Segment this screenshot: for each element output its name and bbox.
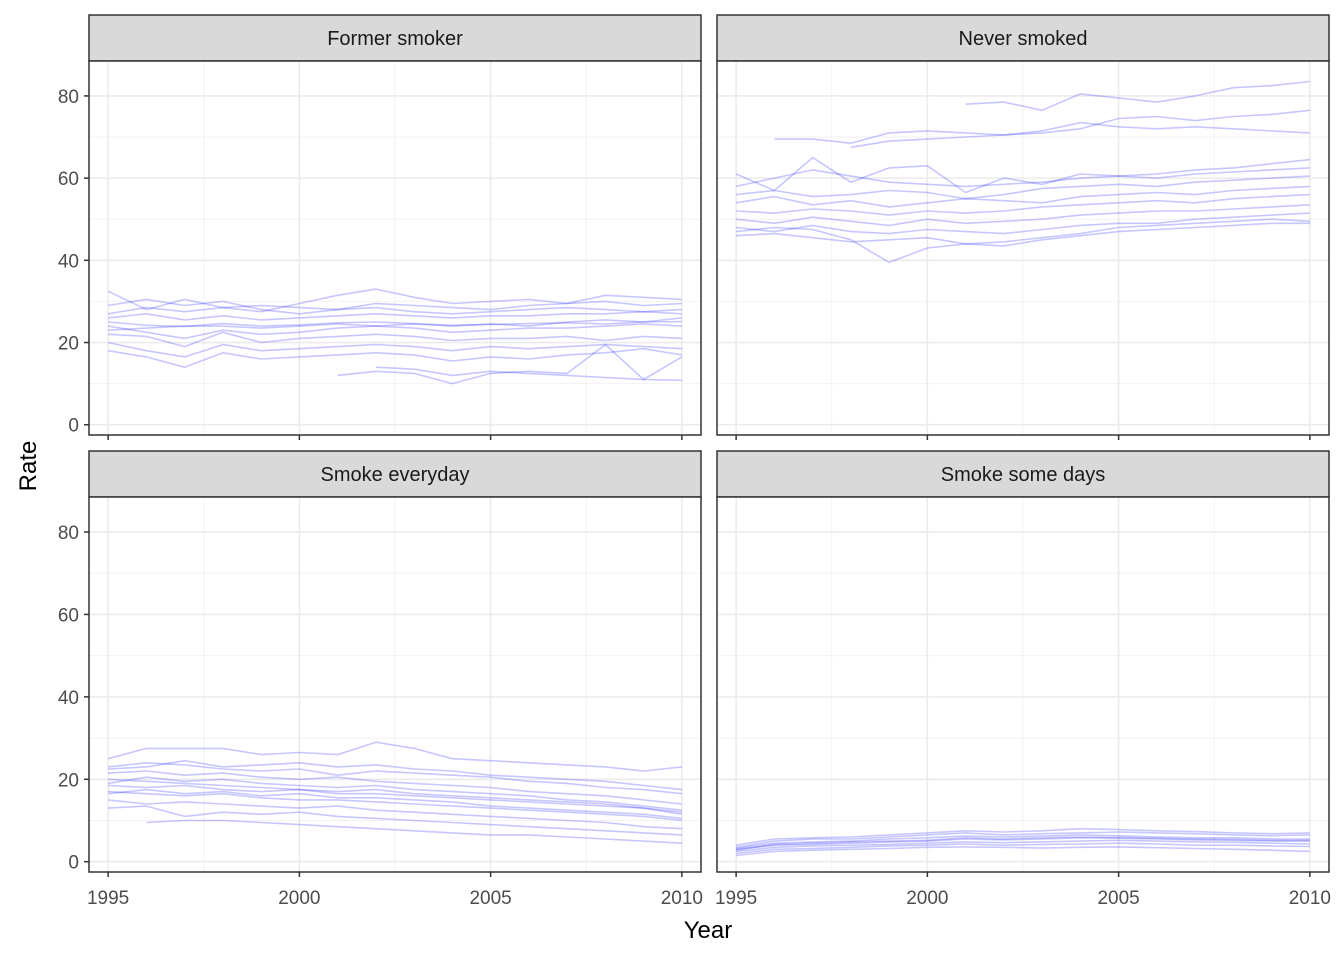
y-tick-label: 40	[58, 688, 79, 709]
facet-panel: Never smoked	[716, 14, 1330, 440]
series-line	[108, 317, 682, 331]
series-line	[736, 193, 1310, 216]
y-tick-label: 20	[58, 334, 79, 355]
x-tick-label: 2005	[469, 888, 511, 909]
x-tick-label: 2005	[1097, 888, 1139, 909]
series-line	[735, 156, 1310, 194]
series-line	[735, 827, 1310, 846]
y-tick-label: 0	[68, 416, 79, 437]
series-line	[108, 770, 682, 805]
facet-panel: Smoke everyday 0 20 40 60 80 1995 2000 2005 2010	[58, 450, 703, 909]
series-line	[735, 185, 1310, 208]
series-line	[107, 776, 682, 811]
facet-strip-label: Former smoker	[327, 28, 463, 50]
y-tick-label: 20	[58, 770, 79, 791]
series-line	[337, 343, 683, 385]
series-line	[107, 323, 682, 340]
series-line	[108, 790, 682, 822]
series-line	[736, 836, 1310, 851]
series-line	[375, 366, 682, 382]
y-tick-label: 40	[58, 251, 79, 272]
series-line	[735, 831, 1310, 849]
series-line	[774, 121, 1310, 144]
x-axis-title: Year	[684, 917, 733, 944]
series-line	[108, 310, 682, 321]
series-line	[108, 759, 682, 791]
panel-border	[716, 496, 1330, 873]
x-tick-label: 1995	[715, 888, 757, 909]
facet-strip	[88, 450, 702, 498]
series-line	[108, 778, 682, 813]
series-line	[850, 109, 1310, 149]
series-line	[735, 836, 1310, 851]
x-tick-label: 1995	[87, 888, 129, 909]
series-line	[146, 819, 682, 844]
series-line	[108, 788, 682, 820]
x-tick-label: 2010	[661, 888, 703, 909]
series-line	[108, 784, 683, 816]
series-line	[735, 834, 1310, 850]
y-tick-label: 0	[68, 853, 79, 874]
series-line	[107, 347, 683, 369]
facet-strip	[88, 14, 702, 62]
series-line	[736, 222, 1310, 247]
panel-border	[88, 496, 702, 873]
series-line	[736, 846, 1310, 857]
series-line	[107, 298, 682, 315]
facet-strip-label: Smoke some days	[941, 464, 1106, 486]
series-line	[108, 320, 682, 328]
y-tick-label: 60	[58, 169, 79, 190]
y-axis-title: Rate	[15, 441, 42, 492]
facet-strip-label: Smoke everyday	[321, 464, 470, 486]
facet-strip	[716, 450, 1330, 498]
x-tick-label: 2000	[278, 888, 320, 909]
panel-border	[716, 60, 1330, 436]
series-line	[736, 842, 1310, 855]
series-line	[736, 218, 1310, 264]
series-line	[108, 805, 682, 836]
facet-strip-label: Never smoked	[959, 28, 1088, 50]
series-line	[108, 331, 682, 348]
facet-strip	[716, 14, 1330, 62]
series-line	[736, 212, 1310, 235]
y-tick-label: 80	[58, 87, 79, 108]
facet-panel: Former smoker 0 20 40 60 80	[58, 14, 702, 440]
y-tick-label: 80	[58, 523, 79, 544]
series-line	[735, 167, 1310, 188]
series-line	[108, 761, 682, 795]
panel-border	[88, 60, 702, 436]
series-line	[736, 204, 1310, 227]
series-line	[107, 741, 682, 772]
x-tick-label: 2010	[1289, 888, 1331, 909]
x-tick-label: 2000	[906, 888, 948, 909]
y-tick-label: 60	[58, 605, 79, 626]
series-line	[107, 288, 682, 313]
series-line	[107, 300, 682, 315]
series-line	[107, 341, 682, 358]
series-line	[965, 80, 1310, 112]
series-line	[108, 799, 682, 830]
facet-panel: Smoke some days 1995 2000 2005 2010	[715, 450, 1331, 909]
series-line	[736, 839, 1310, 853]
series-line	[736, 175, 1310, 200]
